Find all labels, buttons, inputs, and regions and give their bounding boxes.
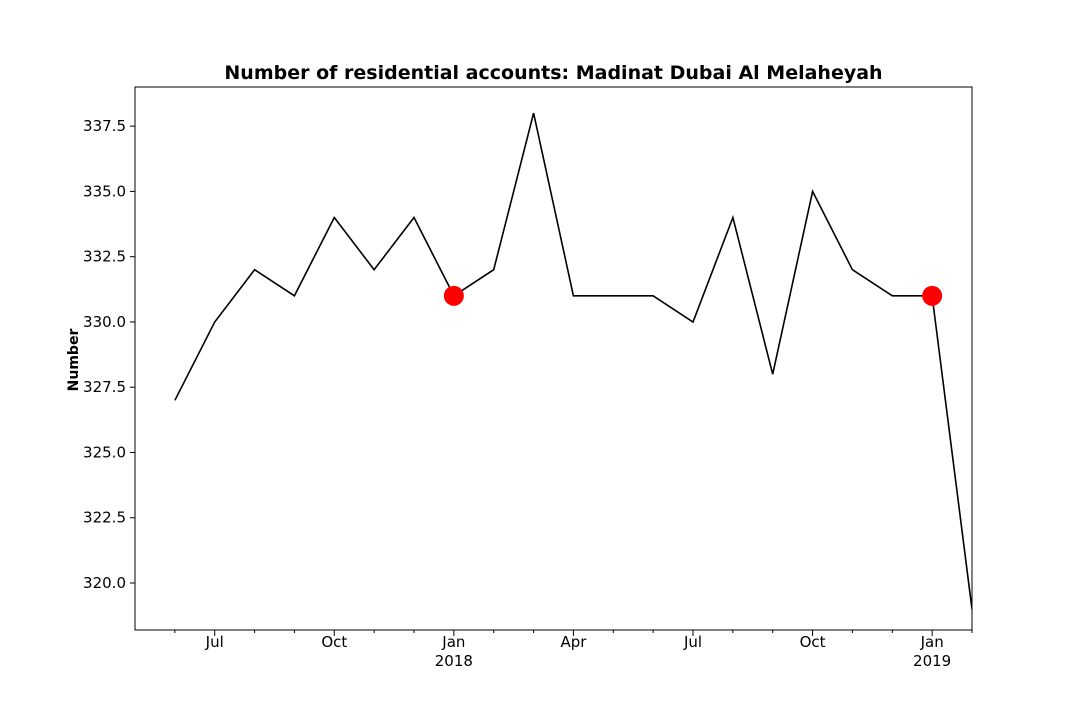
y-tick-label: 332.5 [83,248,126,266]
x-tick-label: Apr [560,633,587,651]
y-tick-label: 327.5 [83,378,126,396]
y-tick-label: 320.0 [83,574,126,592]
y-tick-label: 322.5 [83,509,126,527]
plot-area-frame [134,86,973,631]
y-tick-label: 337.5 [83,117,126,135]
x-tick-label: Oct [800,633,826,651]
x-tick-label: Oct [321,633,347,651]
y-tick-label: 330.0 [83,313,126,331]
highlight-marker [922,285,943,306]
chart-title: Number of residential accounts: Madinat … [224,62,882,84]
series-line [174,112,972,610]
x-tick-label: Jul [683,633,702,651]
x-tick-label: Jan [920,633,944,651]
x-tick-year-label: 2018 [435,652,473,670]
y-tick-label: 325.0 [83,443,126,461]
series-layer [174,112,972,610]
x-tick-label: Jan [441,633,465,651]
y-axis-label: Number [66,329,82,392]
highlight-marker [443,285,464,306]
x-tick-year-label: 2019 [913,652,951,670]
x-tick-label: Jul [205,633,224,651]
y-axis-ticks: 320.0 322.5 325.0 327.5 330.0 332.5 335.0 337.5 [83,117,135,592]
y-tick-label: 335.0 [83,182,126,200]
